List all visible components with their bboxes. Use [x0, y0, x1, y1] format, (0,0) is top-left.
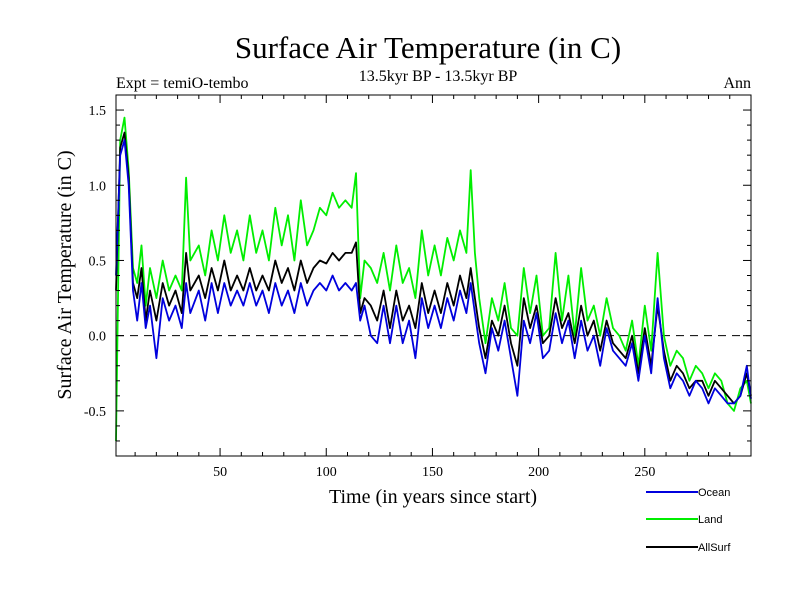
- legend-label-allsurf: AllSurf: [698, 542, 731, 554]
- y-tick-label: 0.5: [89, 254, 107, 269]
- legend-label-land: Land: [698, 514, 722, 526]
- x-tick-label: 100: [316, 465, 337, 480]
- experiment-label: Expt = temiO-tembo: [116, 75, 249, 92]
- series-line-allsurf: [115, 131, 752, 405]
- x-tick-label: 200: [528, 465, 549, 480]
- series-line-ocean: [115, 139, 752, 405]
- chart-title: Surface Air Temperature (in C): [235, 30, 621, 65]
- x-axis: 50 100 150 200 250: [134, 95, 731, 480]
- y-axis: -0.5 0.0 0.5 1.0 1.5: [84, 104, 751, 442]
- legend-label-ocean: Ocean: [698, 487, 730, 499]
- x-tick-label: 250: [634, 465, 655, 480]
- y-tick-label: -0.5: [84, 405, 106, 420]
- legend: Ocean Land AllSurf: [646, 487, 731, 554]
- y-tick-label: 1.0: [89, 179, 107, 194]
- y-axis-label: Surface Air Temperature (in C): [54, 150, 76, 399]
- y-tick-label: 1.5: [89, 104, 107, 119]
- x-axis-label: Time (in years since start): [329, 486, 537, 508]
- chart-subtitle: 13.5kyr BP - 13.5kyr BP: [359, 68, 518, 85]
- series-layer: [115, 116, 752, 442]
- x-tick-label: 150: [422, 465, 443, 480]
- y-tick-label: 0.0: [89, 330, 107, 345]
- x-tick-label: 50: [213, 465, 227, 480]
- series-line-land: [115, 116, 752, 442]
- season-label: Ann: [723, 75, 751, 92]
